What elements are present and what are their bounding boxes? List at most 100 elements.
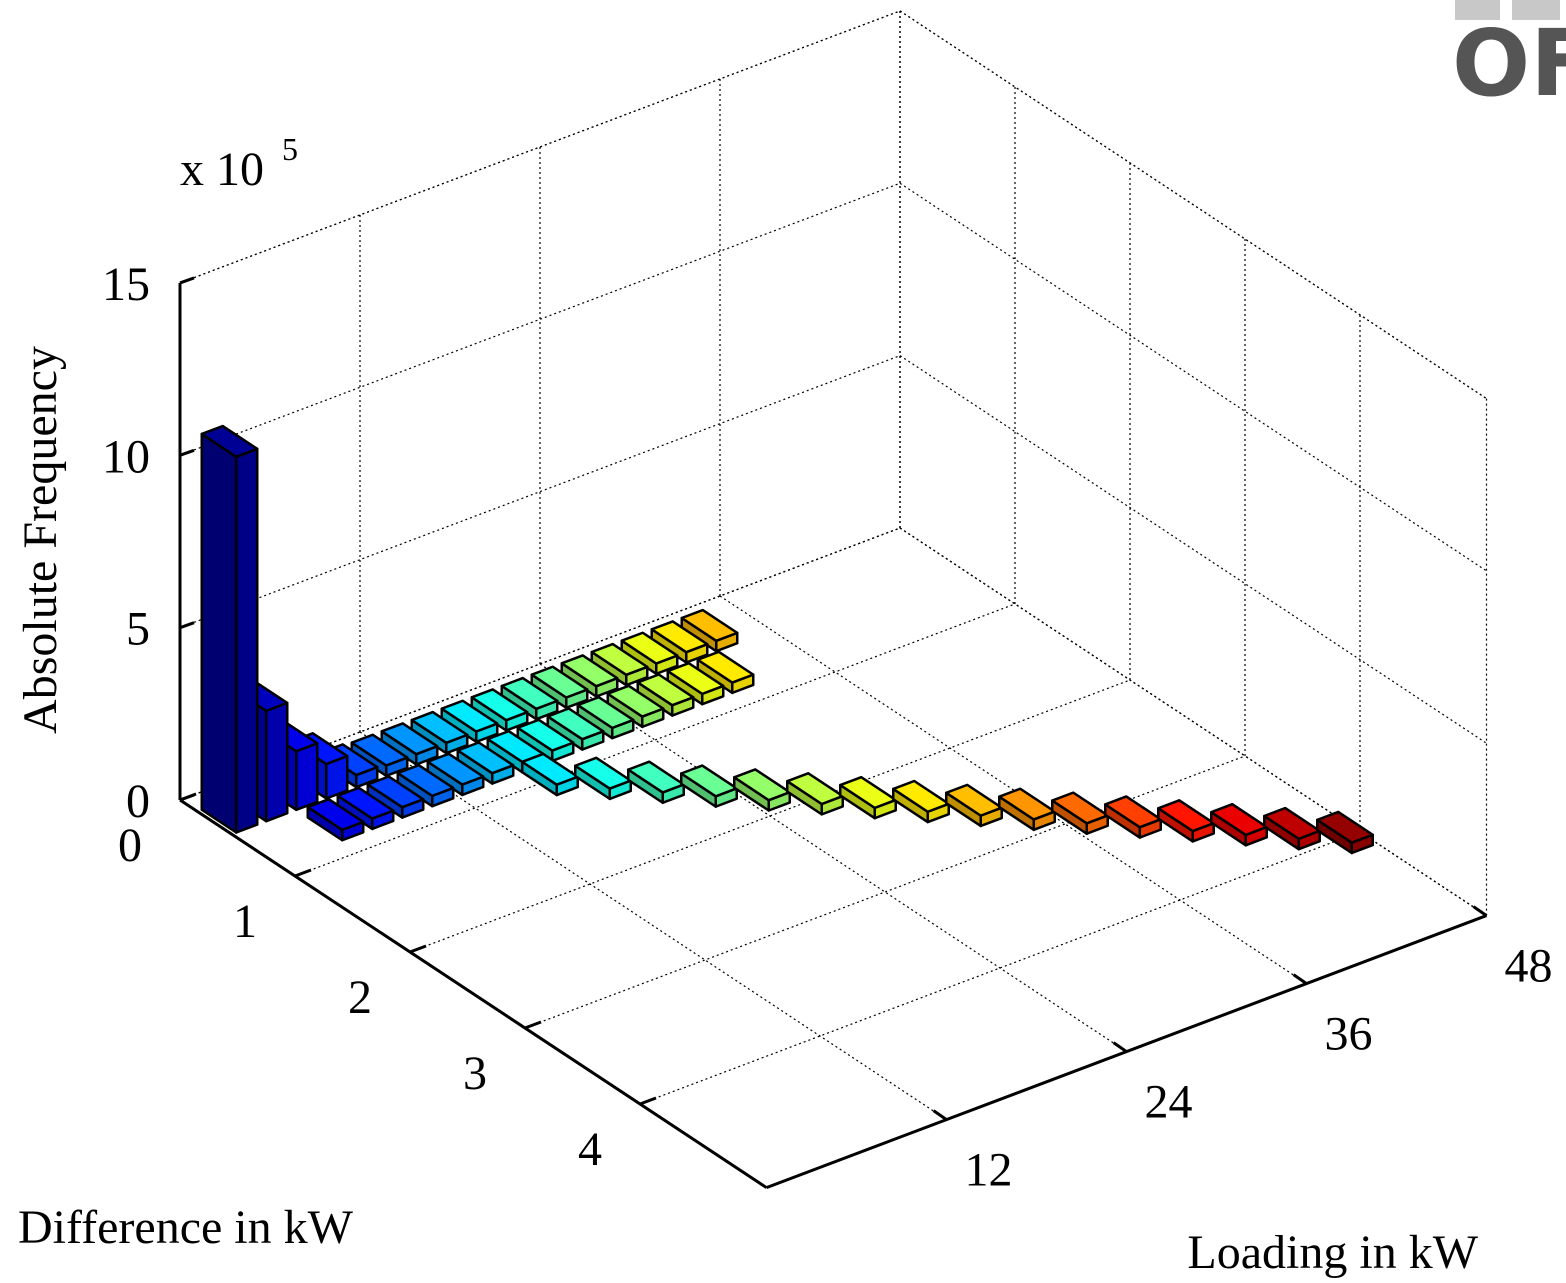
bar-front (265, 701, 289, 823)
bar-top (1316, 810, 1374, 844)
grid-line (899, 10, 1487, 400)
bar (786, 772, 844, 816)
grid-line (719, 595, 1307, 985)
x-axis-title: Loading in kW (1187, 1226, 1478, 1279)
bar-top (620, 631, 679, 665)
bar (636, 673, 695, 717)
bar-top (440, 699, 499, 733)
bar-top (680, 608, 739, 643)
bar (650, 620, 709, 664)
z-tick-label: 10 (102, 430, 150, 483)
bar-top (336, 786, 395, 820)
bar-top (530, 665, 589, 699)
bar (516, 718, 575, 763)
y-tick (294, 868, 312, 878)
grid-line (409, 679, 1131, 953)
bar-top (396, 763, 455, 798)
z-tick-label: 5 (126, 603, 150, 656)
bar-top (560, 654, 619, 688)
bar (590, 642, 649, 687)
bar (839, 775, 897, 820)
y-tick-label: 4 (578, 1123, 602, 1176)
y-tick (524, 1020, 542, 1030)
bar-top (366, 775, 425, 809)
y-axis-title: Difference in kW (18, 1201, 354, 1254)
grid-line (179, 355, 901, 629)
bar-top (636, 673, 695, 707)
bar (627, 760, 685, 805)
bar (366, 775, 425, 819)
z-tick (179, 448, 195, 457)
grid-line (179, 10, 901, 284)
z-scale-label: x 10 (180, 143, 264, 196)
bar (945, 783, 1003, 828)
bar (998, 787, 1056, 832)
bar-top (546, 707, 605, 741)
z-tick (179, 276, 195, 285)
bar-top (516, 718, 575, 752)
bar-top (200, 424, 259, 459)
bar-top (350, 733, 409, 767)
bar (1263, 806, 1321, 851)
grid-line (179, 527, 901, 801)
bar (892, 779, 950, 824)
bar-top (606, 684, 665, 718)
bar-top (380, 722, 439, 756)
bar (521, 752, 579, 797)
bar-front (235, 447, 259, 834)
bar-top (306, 797, 365, 832)
y-tick-label: 3 (463, 1047, 487, 1100)
bar-top (500, 676, 559, 711)
y-tick (179, 792, 197, 802)
x-tick (932, 1109, 948, 1121)
y-tick-label: 1 (233, 895, 257, 948)
bar (1051, 791, 1109, 835)
grid-line (359, 731, 947, 1121)
x-tick (1112, 1041, 1128, 1053)
bar (1210, 802, 1268, 847)
grid-line (639, 831, 1361, 1105)
y-tick (409, 944, 427, 954)
grid-line (899, 182, 1487, 572)
x-tick-label: 24 (1145, 1076, 1193, 1129)
bar-side (200, 432, 238, 834)
bar (680, 764, 738, 808)
bar-top (666, 661, 725, 696)
bar (696, 650, 755, 695)
bar (680, 608, 739, 653)
bar-top (650, 620, 709, 654)
x-tick-label: 36 (1325, 1008, 1373, 1061)
bar (200, 424, 259, 834)
bar (620, 631, 679, 676)
bar (1157, 799, 1215, 843)
bar (336, 786, 395, 831)
y-tick-label: 0 (118, 819, 142, 872)
grid-line (899, 355, 1487, 744)
y-tick (639, 1096, 657, 1106)
bar (560, 654, 619, 698)
grid-line (899, 527, 1487, 917)
bar (410, 710, 469, 755)
bar-top (410, 710, 469, 745)
bar-front (295, 742, 319, 812)
bar (666, 661, 725, 706)
logo: OF (1452, 10, 1566, 117)
x-tick (1292, 973, 1308, 985)
y-tick-label: 2 (348, 971, 372, 1024)
bar (530, 665, 589, 710)
bar-top (696, 650, 755, 684)
bar (470, 688, 529, 732)
z-tick-label: 0 (126, 775, 150, 828)
bar (574, 756, 632, 801)
z-axis-title: Absolute Frequency (14, 346, 67, 734)
bar (306, 797, 365, 842)
bar-top (590, 642, 649, 677)
bar-top (426, 752, 485, 786)
bar (500, 676, 559, 721)
bar-top (470, 688, 529, 722)
x-tick-label: 48 (1505, 940, 1553, 993)
bar-top (576, 695, 635, 730)
logo-block (1455, 0, 1500, 20)
y-axis (179, 798, 768, 1189)
